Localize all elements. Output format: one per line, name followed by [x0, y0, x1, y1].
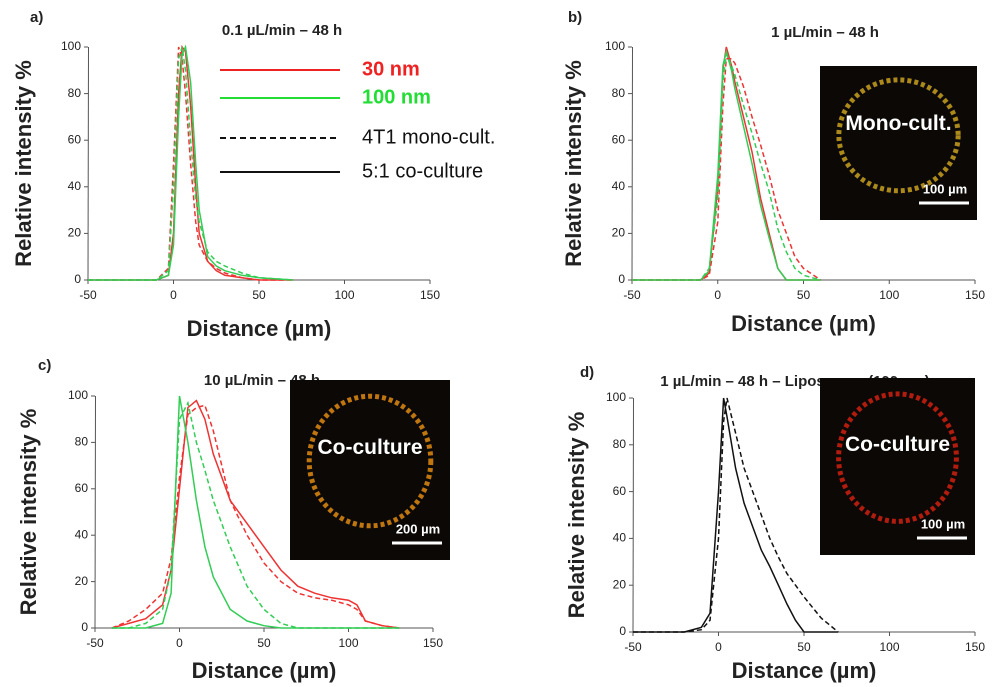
y-tick-label: 20	[68, 226, 82, 240]
x-tick-label: 150	[420, 288, 440, 302]
y-tick-label: 0	[619, 624, 626, 638]
data-line	[632, 48, 821, 281]
y-tick-label: 20	[613, 577, 627, 591]
legend-label: 30 nm	[362, 58, 420, 80]
x-tick-label: -50	[624, 640, 642, 654]
data-line	[632, 51, 821, 281]
data-line	[88, 46, 294, 281]
y-tick-label: 100	[61, 39, 81, 53]
data-line	[111, 400, 400, 629]
x-tick-label: 50	[797, 640, 811, 654]
x-tick-label: 100	[334, 288, 354, 302]
y-tick-label: 40	[68, 179, 82, 193]
x-tick-label: 50	[797, 288, 811, 302]
y-tick-label: 100	[605, 39, 625, 53]
inset-ring	[836, 391, 959, 524]
panel-label: d)	[580, 364, 594, 381]
inset-image: Co-culture 100 µm	[820, 378, 975, 555]
x-tick-label: 0	[714, 288, 721, 302]
chart-title: 1 µL/min – 48 h	[771, 24, 879, 41]
inset-image: Co-culture 200 µm	[290, 380, 450, 560]
inset-background	[290, 380, 450, 560]
panel: d)1 µL/min – 48 h – Liposomes (100 nm)Re…	[564, 364, 986, 683]
legend-label: 5:1 co-culture	[362, 160, 483, 182]
y-tick-label: 80	[75, 435, 89, 449]
y-tick-label: 80	[68, 86, 82, 100]
chart-title: 0.1 µL/min – 48 h	[222, 22, 342, 39]
inset-background	[820, 66, 977, 220]
y-tick-label: 60	[75, 481, 89, 495]
x-tick-label: -50	[623, 288, 641, 302]
inset-label: Mono-cult.	[845, 112, 951, 135]
x-tick-label: 50	[252, 288, 266, 302]
y-tick-label: 60	[68, 132, 82, 146]
x-axis-label: Distance (µm)	[732, 658, 877, 683]
y-tick-label: 60	[613, 484, 627, 498]
data-line	[88, 46, 294, 281]
x-tick-label: 100	[879, 288, 899, 302]
data-line	[111, 404, 400, 629]
panel: b) 1 µL/min – 48 h Relative intensity % Dis…	[561, 9, 986, 336]
y-tick-label: 100	[68, 388, 88, 402]
inset-image: Mono-cult. 100 µm	[820, 66, 977, 220]
panel-label: b)	[568, 9, 582, 26]
x-tick-label: -50	[86, 636, 104, 650]
y-tick-label: 40	[75, 527, 89, 541]
x-tick-label: 0	[715, 640, 722, 654]
y-tick-label: 40	[613, 531, 627, 545]
x-axis-label: Distance (µm)	[731, 311, 876, 336]
panel-label: a)	[30, 9, 43, 26]
legend-label: 100 nm	[362, 86, 431, 108]
inset-scale-label: 100 µm	[921, 516, 965, 531]
x-tick-label: 150	[965, 288, 985, 302]
data-line	[632, 46, 821, 281]
data-line	[633, 397, 839, 633]
inset-ring	[836, 77, 961, 194]
data-line	[88, 44, 294, 281]
x-tick-label: 100	[879, 640, 899, 654]
inset-scale-label: 100 µm	[923, 181, 967, 196]
y-tick-label: 0	[81, 620, 88, 634]
x-tick-label: 100	[338, 636, 358, 650]
y-tick-label: 80	[613, 437, 627, 451]
x-tick-label: 150	[423, 636, 443, 650]
y-tick-label: 100	[606, 390, 626, 404]
panel-label: c)	[38, 357, 51, 374]
inset-label: Co-culture	[845, 433, 950, 456]
inset-ring	[306, 393, 434, 529]
x-tick-label: 0	[170, 288, 177, 302]
y-axis	[94, 395, 96, 629]
y-tick-label: 20	[75, 574, 89, 588]
y-axis-label: Relative intensity %	[564, 412, 589, 619]
y-tick-label: 60	[612, 132, 626, 146]
legend-label: 4T1 mono-cult.	[362, 126, 495, 148]
y-tick-label: 80	[612, 86, 626, 100]
x-tick-label: 150	[965, 640, 985, 654]
y-axis	[632, 397, 634, 633]
x-tick-label: -50	[79, 288, 97, 302]
y-axis-label: Relative intensity %	[16, 409, 41, 616]
x-tick-label: 0	[176, 636, 183, 650]
y-axis-label: Relative intensity %	[561, 60, 586, 267]
x-axis-label: Distance (µm)	[187, 316, 332, 341]
inset-background	[820, 378, 975, 555]
inset-scale-label: 200 µm	[396, 521, 440, 536]
y-tick-label: 20	[612, 226, 626, 240]
y-axis-label: Relative intensity %	[11, 60, 36, 267]
y-tick-label: 40	[612, 179, 626, 193]
data-line	[88, 44, 294, 281]
inset-label: Co-culture	[318, 436, 423, 459]
panel: a) 0.1 µL/min – 48 h Relative intensity % D…	[11, 9, 496, 341]
y-tick-label: 0	[618, 272, 625, 286]
y-axis	[631, 46, 633, 281]
x-axis-label: Distance (µm)	[192, 658, 337, 683]
data-line	[632, 57, 822, 281]
data-line	[633, 397, 839, 633]
y-axis	[87, 46, 89, 281]
x-tick-label: 50	[257, 636, 271, 650]
y-tick-label: 0	[74, 272, 81, 286]
